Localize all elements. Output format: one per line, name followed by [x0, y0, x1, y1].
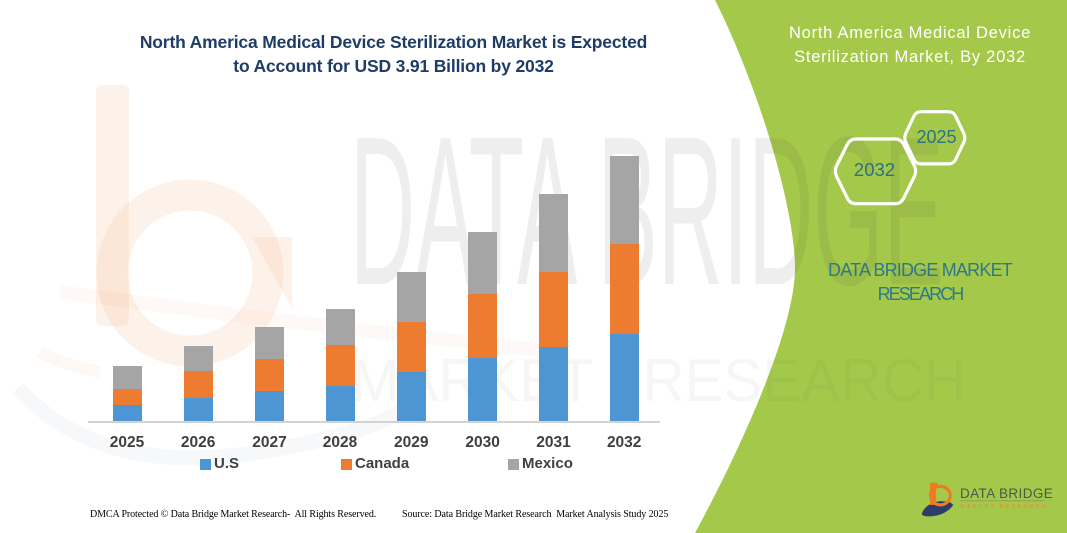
svg-text:2032: 2032: [854, 159, 895, 180]
svg-text:2025: 2025: [916, 127, 956, 147]
svg-text:MARKET RESEARCH: MARKET RESEARCH: [960, 504, 1048, 510]
svg-text:DATA BRIDGE: DATA BRIDGE: [960, 486, 1053, 501]
